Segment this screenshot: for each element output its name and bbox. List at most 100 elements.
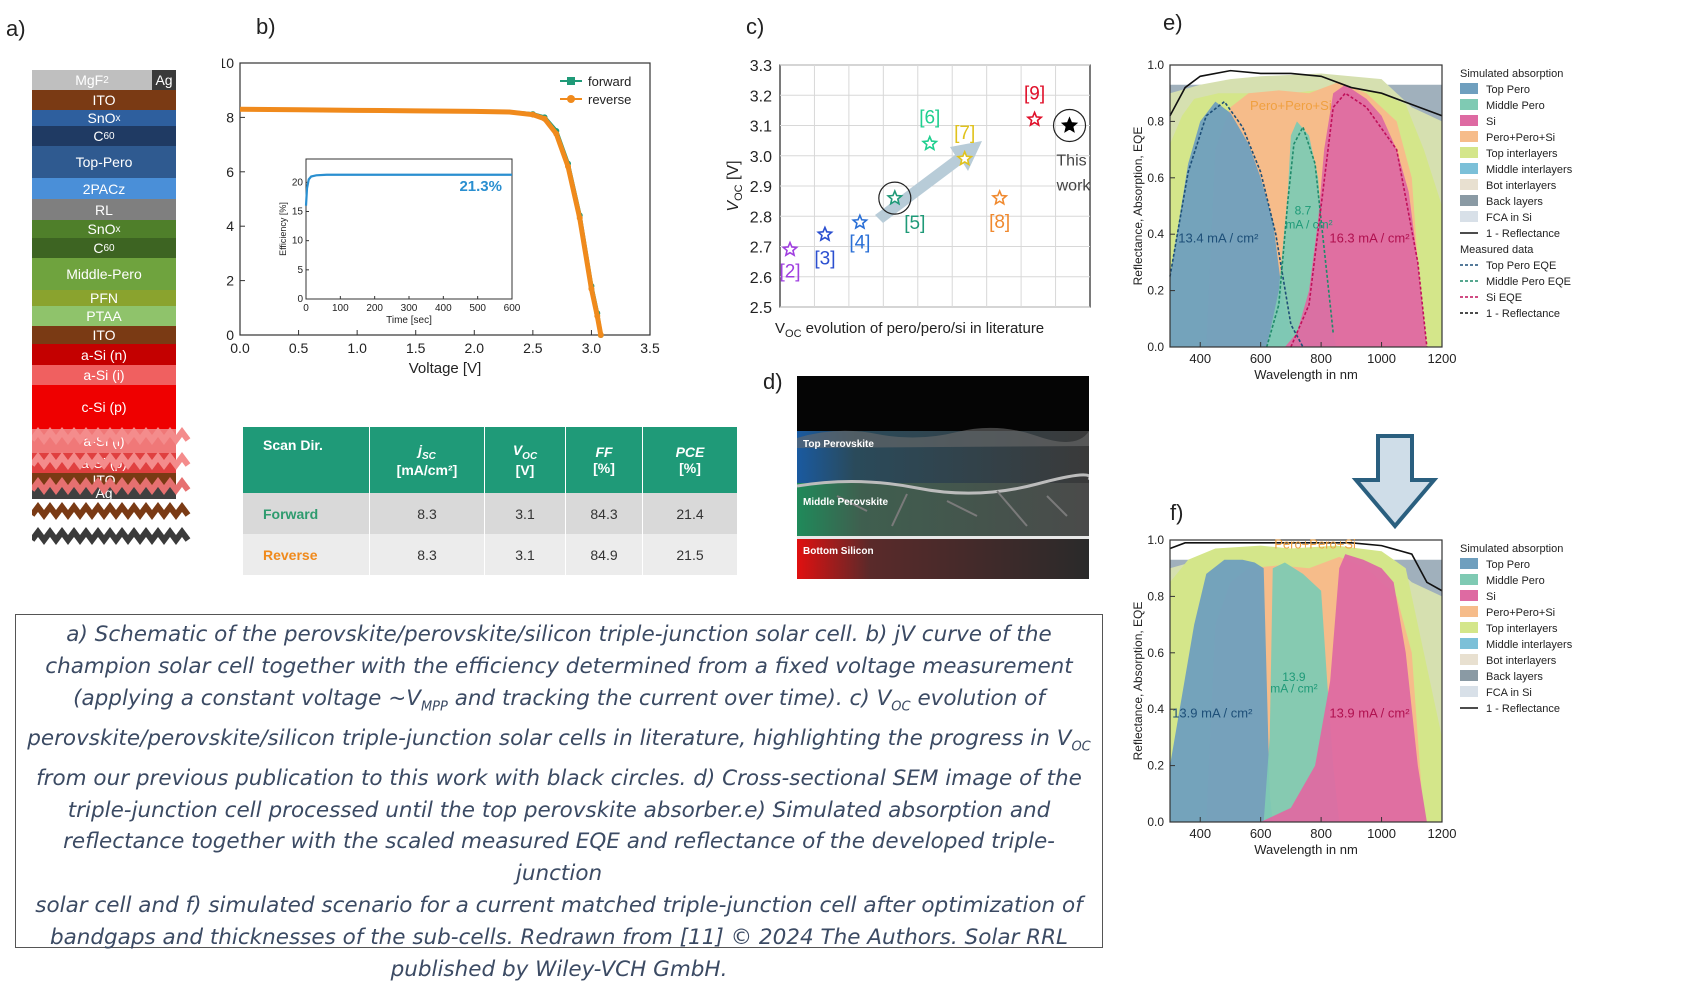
plot-frame	[1169, 64, 1443, 348]
legend-label: Middle Pero	[1486, 100, 1545, 112]
panel-label-b: b)	[256, 14, 276, 39]
y-tick-label: 3.0	[750, 149, 772, 166]
legend-label: Top interlayers	[1486, 623, 1558, 635]
x-tick-label: 1200	[1428, 826, 1457, 841]
y-tick-label: 0	[226, 327, 234, 343]
point-label: [7]	[954, 123, 975, 144]
series-point	[529, 111, 536, 118]
caption-line: a) Schematic of the perovskite/perovskit…	[66, 622, 1052, 647]
caption-line: solar cell and f) simulated scenario for…	[35, 892, 1083, 918]
legend-label: Middle interlayers	[1486, 639, 1573, 651]
inset-y-tick-label: 10	[292, 236, 304, 247]
stack-layer-label: a-Si (n)	[81, 346, 127, 363]
stack-layer-subscript: x	[115, 112, 121, 124]
point-label: [5]	[904, 213, 925, 234]
legend-label: Middle Pero	[1486, 575, 1545, 587]
inset-y-tick-label: 0	[297, 294, 303, 305]
stack-layer-label: RL	[95, 201, 113, 218]
y-axis-label-unit: [V]	[725, 160, 742, 184]
x-tick-label: 1000	[1367, 351, 1396, 366]
y-tick-label: 3.1	[750, 119, 772, 136]
data-point-star	[921, 134, 939, 151]
stack-layer-label: 2PACz	[82, 180, 126, 197]
y-tick-label: 2	[226, 273, 234, 289]
x-tick-label: 800	[1310, 351, 1332, 366]
col-scan-dir: Scan Dir.	[243, 427, 370, 493]
x-tick-label: 2.0	[465, 340, 485, 356]
stack-layer-label: PTAA	[86, 308, 122, 324]
point-label: [8]	[989, 212, 1010, 233]
caption-line: perovskite/perovskite/silicon triple-jun…	[27, 725, 1091, 754]
layer-stack-schematic: MgF 2 ITO SnO x C 60 Top-Pero 2PACz RL SnO x C 60 Midd…	[32, 70, 192, 590]
absorption-chart-e: 400 600 800 1000 1200 0.0 0.2 0.4 0.6 0.8 1.0 Wavel…	[1131, 58, 1573, 382]
inset-x-tick-label: 400	[435, 303, 452, 314]
panel-label-f: f)	[1170, 500, 1184, 525]
y-tick-label: 0.6	[1147, 171, 1164, 185]
y-axis-label-v: V	[725, 200, 742, 212]
y-tick-label: 0.8	[1147, 114, 1164, 128]
y-tick-label: 3.2	[750, 88, 772, 105]
x-axis-label: Voltage [V]	[409, 360, 482, 377]
annotation-si: 16.3 mA / cm²	[1329, 231, 1410, 246]
inset-y-tick-label: 5	[297, 265, 303, 276]
y-tick-label: 8	[226, 109, 234, 125]
inset-y-tick-label: 20	[292, 177, 304, 188]
stack-layer-subscript: 2	[103, 74, 109, 86]
caption-line: triple-junction cell processed until the…	[67, 797, 1051, 823]
plot-frame	[1169, 539, 1443, 823]
stack-layer: a-Si (n)	[32, 344, 176, 365]
legend-marker	[567, 95, 575, 103]
col-jsc: jSC [mA/cm²]	[369, 427, 485, 493]
reflectance-line	[1169, 542, 1443, 592]
point-label: [6]	[919, 108, 940, 129]
stack-layer: Ag	[32, 485, 176, 501]
col-ff: FF [%]	[565, 427, 643, 493]
caption-line: champion solar cell together with the ef…	[45, 653, 1073, 679]
x-tick-label: 0.5	[289, 340, 309, 356]
figure-caption: a) Schematic of the perovskite/perovskit…	[15, 614, 1103, 982]
stack-layer: C 60	[32, 126, 176, 146]
inset-series-line	[304, 173, 512, 206]
annotation-middle-pero: 8.7	[1295, 203, 1312, 217]
data-point-star	[886, 189, 904, 206]
panel-label-c: c)	[746, 14, 765, 39]
reverse-voc: 3.1	[484, 534, 566, 575]
inset-y-label: Efficiency [%]	[278, 202, 288, 256]
legend-label: Si	[1486, 591, 1496, 603]
stack-layer-label: SnO	[87, 110, 116, 126]
y-tick-label: 0.0	[1147, 340, 1164, 354]
solar-cell-parameters-table: Scan Dir. jSC [mA/cm²] VOC [V] FF [%] PCE [%…	[243, 427, 737, 575]
legend-label: Bot interlayers	[1486, 180, 1557, 192]
stack-layer-label: C	[93, 240, 104, 256]
legend-label: 1 - Reflectance	[1486, 703, 1560, 715]
stack-layer-label: a-Si (p)	[81, 455, 127, 471]
stack-layer-subscript: 60	[103, 242, 115, 254]
stack-layer-label: Ag	[95, 485, 113, 501]
data-point-star	[1060, 116, 1079, 133]
y-tick-label: 2.8	[750, 209, 772, 226]
legend-label: Middle Pero EQE	[1486, 276, 1571, 288]
annotation-top-pero: 13.9 mA / cm²	[1172, 706, 1253, 721]
stack-layer-label: SnO	[87, 221, 116, 237]
series-point	[594, 312, 601, 319]
legend-swatch	[1460, 131, 1478, 142]
stack-layer-label: ITO	[92, 327, 116, 343]
stack-layer: c-Si (p)	[32, 385, 176, 429]
caption-line: reflectance together with the scaled mea…	[63, 829, 1055, 887]
jv-curve-chart: 0.0 0.5 1.0 1.5 2.0 2.5 3.0 3.5 0 2 4 6 8 10 Voltage […	[222, 55, 660, 377]
caption-line: bandgaps and thicknesses of the sub-cell…	[49, 924, 1069, 950]
legend-header: Measured data	[1460, 244, 1534, 256]
legend-swatch	[1460, 686, 1478, 697]
stack-layer-label: PFN	[90, 290, 118, 306]
stack-layer-label: c-Si (p)	[81, 399, 127, 415]
legend-marker	[567, 77, 575, 85]
legend-label: FCA in Si	[1486, 687, 1532, 699]
inset-x-tick-label: 500	[469, 303, 486, 314]
x-tick-label: 1000	[1367, 826, 1396, 841]
panel-label-e: e)	[1163, 10, 1183, 35]
legend-swatch	[1460, 654, 1478, 665]
inset-frame	[305, 158, 513, 300]
x-tick-label: 400	[1189, 351, 1211, 366]
x-axis-label: Wavelength in nm	[1254, 842, 1358, 857]
middle-pero-eqe-line	[1265, 125, 1334, 348]
